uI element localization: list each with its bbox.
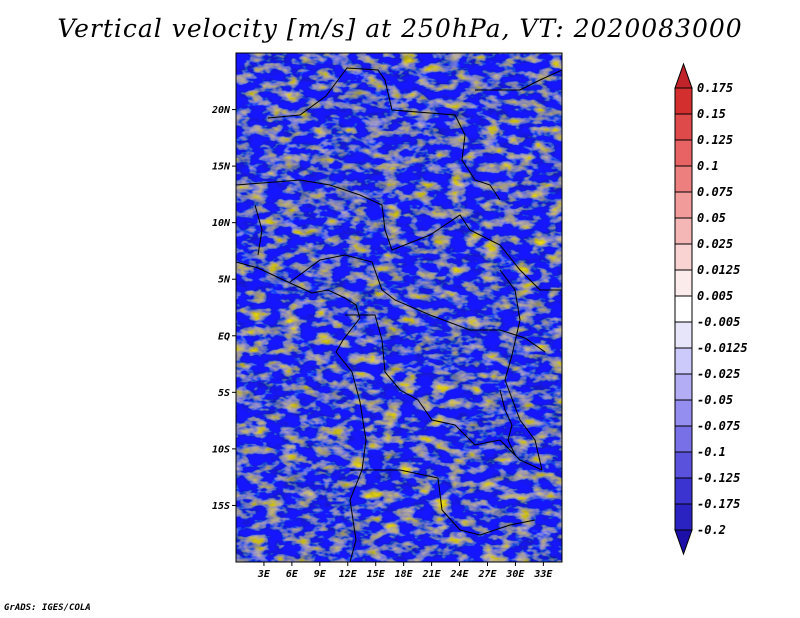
lon-tick-label: 12E (339, 569, 358, 580)
longitude-axis: 3E 6E 9E 12E 15E 18E 21E 24E 27E 30E 33E (257, 562, 553, 580)
coastline-west (236, 261, 367, 562)
country-borders (236, 67, 562, 562)
lon-tick-label: 3E (257, 569, 271, 580)
vertical-velocity-field (236, 53, 562, 562)
colorbar-segment (674, 425, 693, 453)
border-congo (345, 314, 543, 471)
colorbar-label: 0.075 (697, 185, 733, 199)
colorbar-label: 0.175 (697, 81, 733, 95)
lon-tick-label: 6E (286, 569, 299, 580)
colorbar: 0.175 0.15 0.125 0.1 0.075 0.05 0.025 0.0125 0.0… (674, 62, 748, 556)
colorbar-label: -0.1 (697, 445, 726, 459)
colorbar-label: -0.075 (697, 419, 740, 433)
border-sahel (236, 179, 562, 291)
colorbar-segment (674, 373, 693, 401)
lat-tick-label: 10S (212, 444, 230, 455)
lon-tick-label: 9E (314, 569, 327, 580)
colorbar-label: 0.0125 (697, 263, 740, 277)
lon-tick-label: 18E (395, 569, 414, 580)
border-east2 (499, 269, 543, 471)
lat-tick-label: 15S (212, 501, 230, 512)
colorbar-label: 0.15 (697, 107, 726, 121)
colorbar-segment (674, 321, 693, 349)
colorbar-segment (674, 269, 693, 297)
colorbar-label: -0.175 (697, 497, 740, 511)
border-west-inland (254, 204, 263, 256)
credit-text: GrADS: IGES/COLA (4, 603, 91, 613)
border-north (267, 67, 501, 201)
border-central (289, 254, 546, 353)
lon-tick-label: 30E (505, 569, 525, 580)
colorbar-label: 0.025 (697, 237, 733, 251)
colorbar-segment (674, 165, 693, 193)
colorbar-label: 0.125 (697, 133, 733, 147)
lon-tick-label: 33E (533, 569, 553, 580)
lat-tick-label: 15N (212, 162, 231, 173)
colorbar-bottom-arrow (674, 529, 693, 556)
colorbar-label: -0.2 (697, 523, 726, 537)
colorbar-segment (674, 243, 693, 271)
colorbar-label: -0.05 (697, 393, 733, 407)
colorbar-segment (674, 87, 693, 115)
map-frame (235, 52, 563, 563)
colorbar-segment (674, 477, 693, 505)
colorbar-label: 0.005 (697, 289, 733, 303)
lat-tick-label: 5S (218, 388, 230, 399)
lon-tick-label: 27E (477, 569, 497, 580)
colorbar-label: 0.1 (697, 159, 719, 173)
lon-tick-label: 15E (367, 569, 386, 580)
border-lake (499, 389, 516, 456)
colorbar-segment (674, 217, 693, 245)
colorbar-label: -0.125 (697, 471, 740, 485)
lat-tick-label: 5N (218, 275, 231, 286)
lon-tick-label: 24E (450, 569, 470, 580)
border-east (475, 69, 562, 91)
colorbar-top-arrow (674, 62, 693, 89)
colorbar-segment (674, 399, 693, 427)
lon-tick-label: 21E (422, 569, 442, 580)
colorbar-segment (674, 503, 693, 531)
colorbar-segment (674, 295, 693, 323)
colorbar-segment (674, 191, 693, 219)
lat-tick-label: EQ (218, 331, 230, 342)
colorbar-segment (674, 347, 693, 375)
latitude-axis: 20N 15N 10N 5N EQ 5S 10S 15S (211, 105, 236, 512)
colorbar-label: 0.05 (697, 211, 726, 225)
border-south (350, 469, 536, 536)
colorbar-label: -0.005 (697, 315, 740, 329)
lat-tick-label: 20N (211, 105, 231, 116)
colorbar-segment (674, 139, 693, 167)
colorbar-segment (674, 451, 693, 479)
colorbar-label: -0.0125 (697, 341, 748, 355)
lat-tick-label: 10N (212, 218, 231, 229)
chart-title: Vertical velocity [m/s] at 250hPa, VT: 2… (57, 14, 743, 43)
colorbar-segment (674, 113, 693, 141)
colorbar-label: -0.025 (697, 367, 740, 381)
